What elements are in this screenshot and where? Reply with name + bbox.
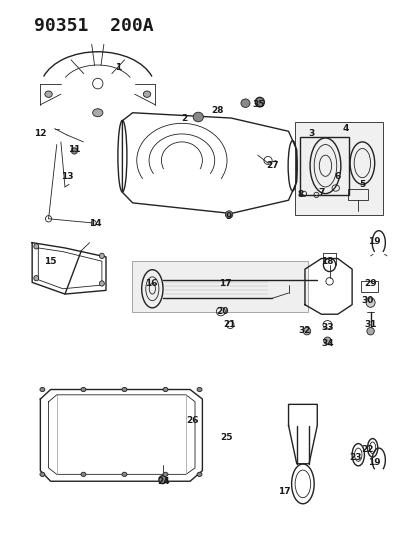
Ellipse shape [367,327,374,335]
Text: 35: 35 [253,100,265,109]
Ellipse shape [225,211,233,218]
Ellipse shape [143,91,151,98]
Text: 3: 3 [308,130,314,139]
Ellipse shape [81,387,86,392]
Text: 20: 20 [216,307,228,316]
Ellipse shape [100,253,104,259]
Text: 17: 17 [278,487,291,496]
Ellipse shape [45,91,52,98]
Text: 12: 12 [34,130,47,139]
Text: 9: 9 [226,212,232,221]
Text: 13: 13 [61,172,73,181]
Ellipse shape [34,244,39,249]
Ellipse shape [324,337,331,344]
Ellipse shape [366,298,375,308]
Ellipse shape [197,472,202,477]
Text: 19: 19 [368,237,381,246]
Text: 19: 19 [368,458,381,467]
Text: 7: 7 [318,188,325,197]
Text: 1: 1 [115,63,121,72]
Text: 32: 32 [298,326,311,335]
Text: 34: 34 [321,339,334,348]
Text: 11: 11 [68,146,81,155]
Ellipse shape [255,98,264,107]
Text: 90351  200A: 90351 200A [34,17,154,35]
Text: 25: 25 [220,433,233,442]
FancyBboxPatch shape [295,122,383,215]
Text: 6: 6 [335,172,341,181]
Ellipse shape [303,327,311,335]
Text: 21: 21 [223,320,236,329]
Ellipse shape [241,99,250,108]
Ellipse shape [193,112,204,122]
Ellipse shape [71,148,78,154]
Text: 18: 18 [321,257,334,265]
Ellipse shape [163,472,168,477]
Text: 2: 2 [181,114,187,123]
Text: 17: 17 [218,279,231,288]
Text: 27: 27 [266,161,278,170]
Text: 4: 4 [343,124,349,133]
Ellipse shape [93,109,103,117]
Ellipse shape [122,472,127,477]
Ellipse shape [122,387,127,392]
Text: 14: 14 [90,219,102,228]
Text: 22: 22 [361,445,374,454]
Text: 15: 15 [44,257,57,265]
Ellipse shape [159,475,166,483]
Text: 28: 28 [211,106,224,115]
Text: 26: 26 [186,416,198,425]
Ellipse shape [40,387,45,392]
Text: 33: 33 [321,323,334,332]
Ellipse shape [34,276,39,281]
Ellipse shape [163,387,168,392]
Text: 16: 16 [145,279,157,288]
Text: 8: 8 [298,190,304,199]
Text: 30: 30 [361,296,374,305]
Ellipse shape [81,472,86,477]
FancyBboxPatch shape [132,261,308,312]
Ellipse shape [197,387,202,392]
Ellipse shape [100,281,104,286]
Text: 24: 24 [157,477,170,486]
Text: 5: 5 [359,180,366,189]
Ellipse shape [40,472,45,477]
Text: 31: 31 [364,320,377,329]
Text: 23: 23 [349,453,362,462]
Text: 29: 29 [364,279,377,288]
